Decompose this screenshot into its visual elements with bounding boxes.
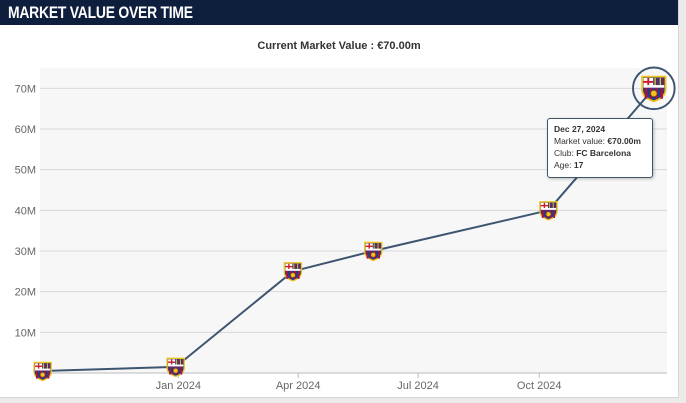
series-line [42, 87, 655, 372]
fc-barcelona-crest-icon[interactable] [166, 357, 185, 378]
x-tick-label: Apr 2024 [276, 380, 321, 392]
section-title: MARKET VALUE OVER TIME [8, 3, 193, 22]
y-tick-label: 30M [15, 246, 36, 258]
y-tick-label: 50M [15, 165, 36, 177]
y-tick-label: 10M [15, 327, 36, 339]
tooltip-club-value: FC Barcelona [576, 148, 632, 158]
fc-barcelona-crest-icon[interactable] [283, 262, 303, 282]
tooltip-club: Club: FC Barcelona [554, 147, 646, 159]
x-tick-label: Jul 2024 [397, 380, 439, 392]
y-tick-label: 60M [15, 124, 36, 136]
y-tick-label: 20M [15, 287, 36, 299]
chart-tooltip: Dec 27, 2024 Market value: €70.00m Club:… [547, 118, 653, 178]
fc-barcelona-crest-icon[interactable] [33, 361, 52, 382]
y-tick-label: 70M [15, 83, 36, 95]
tooltip-age-value: 17 [573, 160, 584, 170]
tooltip-age-label: Age: [554, 160, 572, 170]
fc-barcelona-crest-icon[interactable] [364, 241, 383, 262]
x-tick-label: Jan 2024 [156, 380, 201, 392]
fc-barcelona-crest-icon[interactable] [632, 66, 676, 111]
y-tick-label: 40M [15, 205, 36, 217]
section-header: MARKET VALUE OVER TIME [0, 0, 678, 25]
tooltip-club-label: Club: [554, 148, 574, 158]
x-tick-label: Oct 2024 [517, 380, 562, 392]
tooltip-age: Age: 17 [554, 159, 646, 171]
fc-barcelona-crest-icon[interactable] [539, 201, 558, 221]
plot-area [40, 68, 667, 373]
market-value-panel: MARKET VALUE OVER TIME Current Market Va… [0, 0, 679, 398]
tooltip-market-value-label: Market value: [554, 136, 606, 146]
tooltip-market-value: Market value: €70.00m [554, 135, 646, 147]
tooltip-date: Dec 27, 2024 [554, 124, 606, 134]
tooltip-market-value-value: €70.00m [607, 136, 641, 146]
current-market-value: Current Market Value : €70.00m [257, 40, 421, 52]
